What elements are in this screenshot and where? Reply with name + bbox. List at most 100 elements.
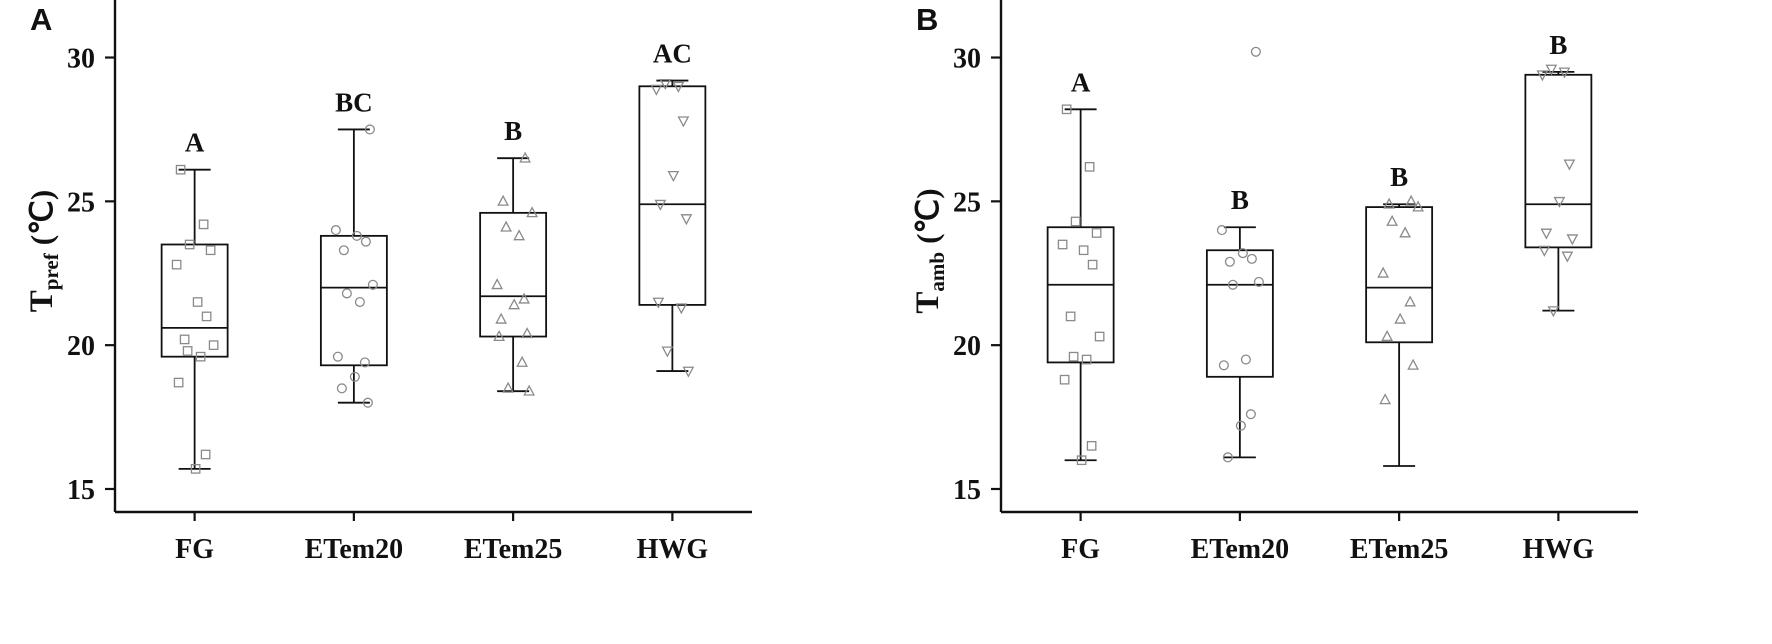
box-group-HWG bbox=[1524, 64, 1593, 318]
data-point-triangle-up bbox=[521, 327, 534, 339]
box bbox=[1046, 226, 1115, 364]
y-tick-label: 15 bbox=[953, 475, 981, 506]
data-point-triangle-down bbox=[677, 116, 690, 128]
data-point-circle bbox=[1218, 360, 1229, 371]
data-point-square bbox=[1078, 245, 1089, 256]
y-axis-label-sub: pref bbox=[39, 253, 63, 291]
box-group-ETem20 bbox=[319, 124, 388, 408]
y-axis-label-main: T bbox=[24, 290, 60, 313]
data-point-square bbox=[195, 351, 206, 362]
data-point-square bbox=[205, 245, 216, 256]
significance-letter: B bbox=[1231, 185, 1249, 215]
category-label: HWG bbox=[637, 534, 709, 565]
data-point-triangle-up bbox=[495, 312, 508, 324]
data-point-circle bbox=[1253, 276, 1264, 287]
data-point-square bbox=[192, 297, 203, 307]
data-point-triangle-up bbox=[508, 298, 521, 310]
y-tick-label: 20 bbox=[67, 331, 95, 362]
data-point-square bbox=[184, 239, 195, 250]
data-point-triangle-up bbox=[519, 151, 532, 163]
significance-letter: AC bbox=[653, 39, 692, 69]
data-point-circle bbox=[1227, 279, 1238, 290]
data-point-triangle-up bbox=[513, 229, 526, 241]
data-point-square bbox=[1059, 374, 1070, 385]
data-point-square bbox=[190, 464, 201, 474]
data-point-square bbox=[201, 311, 212, 322]
data-point-circle bbox=[362, 397, 373, 408]
data-point-triangle-down bbox=[680, 214, 693, 226]
data-point-square bbox=[1087, 259, 1098, 270]
data-point-triangle-down bbox=[1547, 306, 1560, 318]
data-point-square bbox=[182, 346, 193, 356]
data-point-circle bbox=[1240, 354, 1251, 365]
data-point-triangle-up bbox=[1404, 295, 1417, 307]
data-point-circle bbox=[1224, 256, 1235, 267]
panel-letter-B: B bbox=[916, 2, 939, 37]
data-point-square bbox=[1068, 351, 1079, 362]
y-axis-label-A: Tpref (℃) bbox=[19, 51, 65, 451]
data-point-square bbox=[1086, 440, 1097, 451]
panel-letter-A: A bbox=[30, 2, 53, 37]
data-point-circle bbox=[330, 225, 341, 236]
data-point-square bbox=[200, 449, 211, 460]
data-point-square bbox=[173, 377, 184, 388]
data-point-square bbox=[208, 340, 219, 351]
y-axis-label-B: Tamb (℃) bbox=[905, 51, 951, 451]
data-point-triangle-down bbox=[1540, 228, 1553, 240]
data-point-triangle-down bbox=[1558, 67, 1571, 79]
data-point-circle bbox=[349, 371, 360, 382]
data-point-circle bbox=[1222, 452, 1233, 463]
y-axis-label-unit: (℃) bbox=[910, 188, 945, 244]
box-group-ETem25 bbox=[1365, 194, 1434, 467]
data-point-triangle-up bbox=[523, 384, 536, 396]
category-label: FG bbox=[1061, 534, 1100, 565]
data-point-square bbox=[1061, 104, 1072, 115]
box-group-ETem20 bbox=[1205, 46, 1274, 463]
significance-letter: B bbox=[1390, 162, 1408, 192]
data-point-triangle-down bbox=[1566, 234, 1579, 246]
data-point-triangle-down bbox=[1545, 64, 1558, 76]
boxplot-svg-B: 15 20 25 30 FG A ETem20 B ETem25 B HWG B bbox=[953, 0, 1638, 565]
data-point-circle bbox=[1235, 420, 1246, 431]
data-point-triangle-up bbox=[497, 194, 510, 206]
y-tick-label: 25 bbox=[953, 187, 981, 218]
data-point-triangle-down bbox=[1563, 159, 1576, 171]
data-point-circle bbox=[1246, 253, 1257, 264]
data-point-triangle-up bbox=[1394, 312, 1407, 324]
box bbox=[1365, 206, 1434, 344]
data-point-square bbox=[1094, 331, 1105, 342]
significance-letter: BC bbox=[335, 87, 373, 117]
data-point-triangle-down bbox=[1561, 251, 1574, 263]
data-point-triangle-down bbox=[667, 171, 680, 183]
data-point-triangle-up bbox=[502, 381, 515, 393]
category-label: ETem25 bbox=[464, 534, 563, 565]
data-point-circle bbox=[364, 124, 375, 135]
data-point-triangle-up bbox=[1381, 329, 1394, 341]
data-point-circle bbox=[367, 279, 378, 290]
y-axis-label-sub: amb bbox=[925, 251, 949, 292]
data-point-circle bbox=[1237, 248, 1248, 259]
panel-B: B Tamb (℃) 15 20 25 30 FG A ETem20 B ETem25 B HWG B bbox=[886, 0, 1772, 644]
data-point-triangle-down bbox=[1538, 245, 1551, 257]
data-point-circle bbox=[354, 296, 365, 308]
data-point-square bbox=[175, 164, 186, 175]
data-point-circle bbox=[1250, 46, 1261, 57]
box bbox=[1524, 73, 1593, 249]
data-point-circle bbox=[336, 383, 347, 394]
y-tick-label: 30 bbox=[953, 44, 981, 75]
data-point-triangle-up bbox=[491, 278, 504, 290]
data-point-circle bbox=[359, 357, 370, 368]
box bbox=[479, 211, 548, 338]
category-label: ETem20 bbox=[305, 534, 404, 565]
box bbox=[160, 243, 229, 358]
data-point-circle bbox=[332, 351, 343, 362]
y-tick-label: 30 bbox=[67, 44, 95, 75]
significance-letter: B bbox=[1549, 30, 1567, 60]
data-point-triangle-up bbox=[516, 355, 529, 367]
box-group-FG bbox=[160, 164, 229, 474]
data-point-triangle-up bbox=[1379, 393, 1392, 405]
data-point-triangle-down bbox=[682, 366, 695, 378]
data-point-circle bbox=[360, 236, 371, 247]
data-point-square bbox=[1057, 239, 1068, 250]
y-axis-label-main: T bbox=[910, 291, 946, 314]
